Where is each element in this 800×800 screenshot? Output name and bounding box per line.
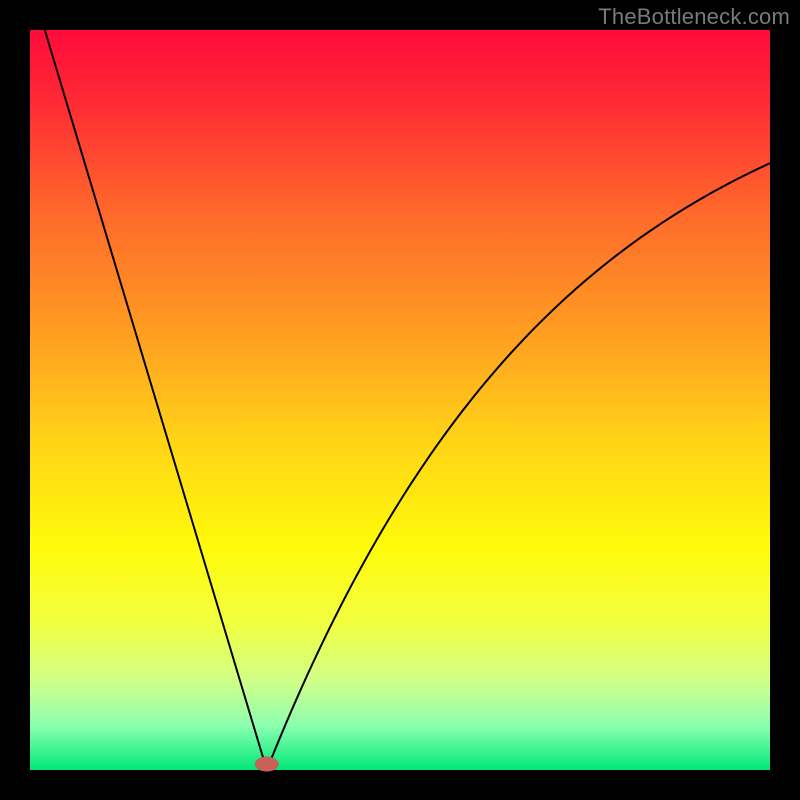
- watermark-text: TheBottleneck.com: [598, 4, 790, 30]
- chart-container: TheBottleneck.com: [0, 0, 800, 800]
- plot-background: [30, 30, 770, 770]
- chart-svg: [0, 0, 800, 800]
- minimum-marker: [255, 757, 279, 772]
